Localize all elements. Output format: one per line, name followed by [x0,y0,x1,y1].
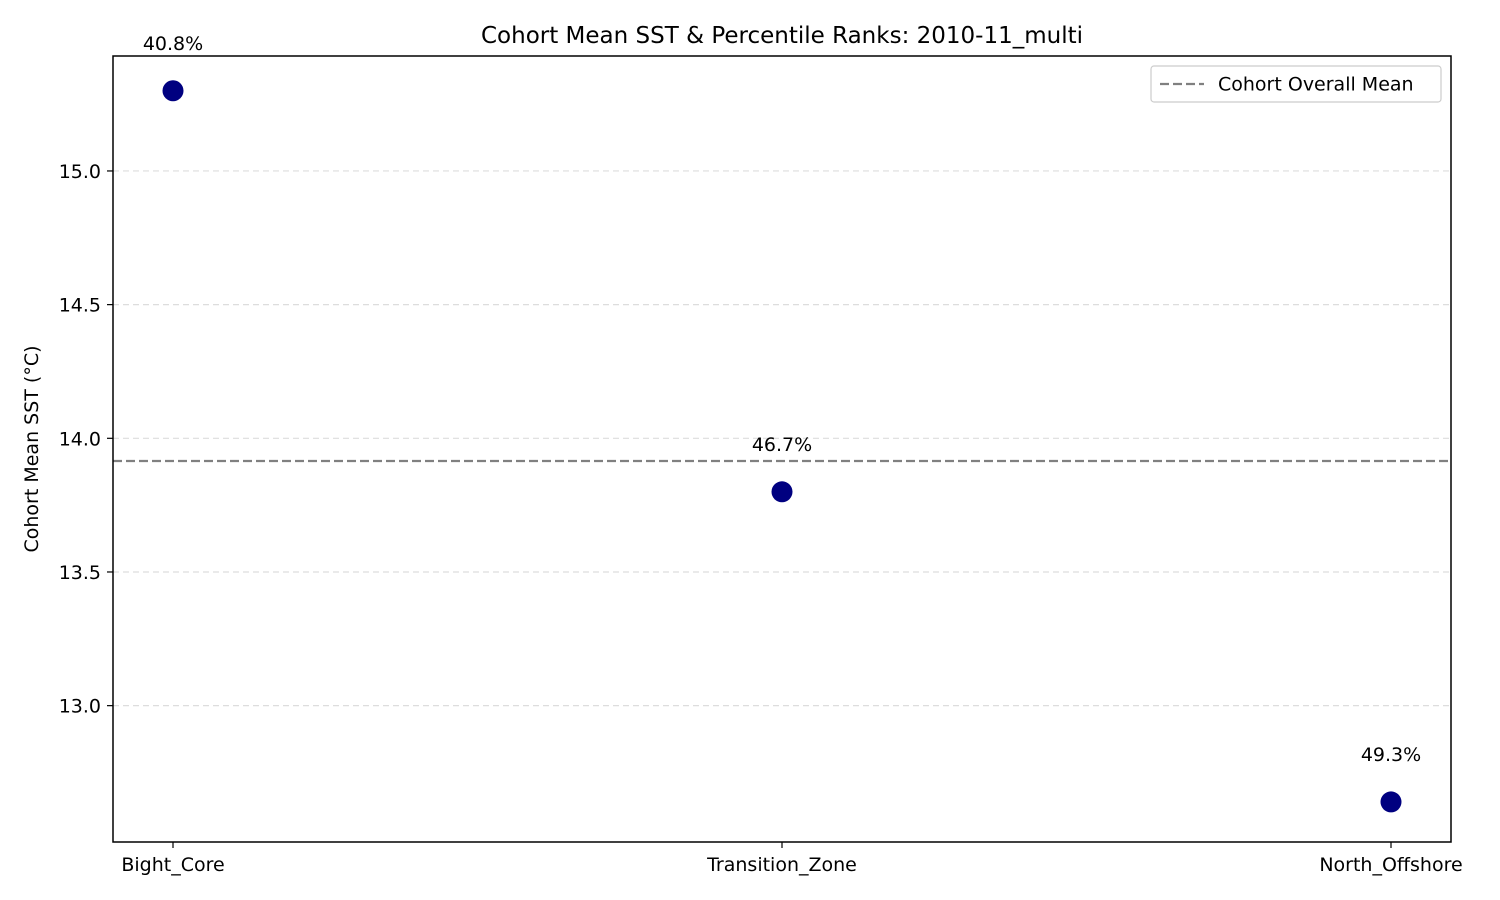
y-tick-label: 13.5 [59,562,101,584]
chart-title: Cohort Mean SST & Percentile Ranks: 2010… [481,23,1083,49]
y-tick-label: 14.5 [59,295,101,317]
y-tick-label: 15.0 [59,161,101,183]
data-point [162,80,184,102]
x-tick-label: Bight_Core [121,854,224,876]
legend: Cohort Overall Mean [1150,65,1442,103]
y-tick-label: 13.0 [59,696,101,718]
percentile-label: 49.3% [1361,744,1421,766]
percentile-label: 46.7% [752,434,812,456]
legend-box [1150,65,1442,103]
legend-label: Cohort Overall Mean [1218,74,1414,96]
y-axis-label: Cohort Mean SST (°C) [21,345,43,552]
y-axis: 13.0 13.5 14.0 14.5 15.0 [59,161,113,718]
data-point [1380,791,1402,813]
x-tick-label: Transition_Zone [706,854,857,876]
x-tick-label: North_Offshore [1319,854,1462,876]
grid-layer [113,170,1451,707]
percentile-label: 40.8% [143,33,203,55]
points-layer: 40.8% 46.7% 49.3% [143,33,1421,813]
y-tick-label: 14.0 [59,428,101,450]
data-point [771,481,793,503]
x-axis: Bight_Core Transition_Zone North_Offshore [121,842,1463,876]
